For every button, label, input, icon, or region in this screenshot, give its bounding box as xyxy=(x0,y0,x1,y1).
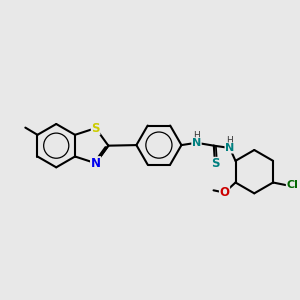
Text: N: N xyxy=(91,157,100,170)
Text: N: N xyxy=(225,143,234,153)
Text: N: N xyxy=(192,138,201,148)
Text: Cl: Cl xyxy=(286,180,298,190)
Text: S: S xyxy=(92,122,100,135)
Text: S: S xyxy=(211,158,219,170)
Text: O: O xyxy=(220,186,230,199)
Text: H: H xyxy=(193,131,200,140)
Text: H: H xyxy=(226,136,233,145)
